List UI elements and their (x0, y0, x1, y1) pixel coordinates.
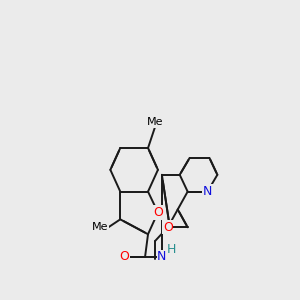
Text: H: H (167, 243, 176, 256)
Text: N: N (203, 185, 212, 198)
Text: O: O (119, 250, 129, 263)
Text: Me: Me (92, 222, 108, 232)
Text: N: N (157, 250, 167, 263)
Text: O: O (153, 206, 163, 219)
Text: O: O (163, 221, 173, 234)
Text: Me: Me (147, 117, 163, 127)
